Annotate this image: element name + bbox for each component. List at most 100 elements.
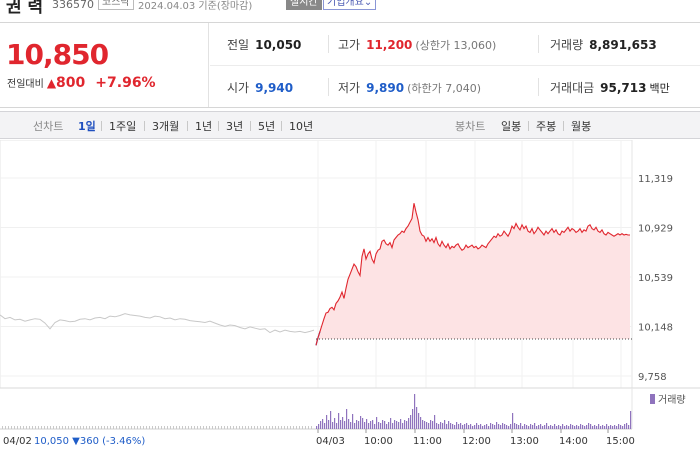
stat-label: 저가 <box>338 81 361 95</box>
tab-3m[interactable]: 3개월 <box>152 120 180 133</box>
volume-bar <box>518 425 520 429</box>
volume-bar <box>194 426 195 429</box>
volume-bar <box>470 424 472 429</box>
volume-bar <box>209 426 210 429</box>
stat-value: 95,713 <box>600 81 647 95</box>
volume-bar <box>488 426 490 429</box>
volume-bar <box>20 426 21 429</box>
volume-bar <box>344 421 346 429</box>
tab-1d[interactable]: 1일 <box>78 120 96 133</box>
company-overview-button[interactable]: 기업개요⌄ <box>323 0 377 10</box>
up-triangle-icon: ▲ <box>46 76 57 90</box>
volume-bar <box>110 426 111 429</box>
volume-bar <box>452 424 454 429</box>
volume-bar <box>426 422 428 429</box>
volume-bar <box>430 420 432 429</box>
volume-bar <box>476 423 478 429</box>
volume-bar <box>290 426 291 429</box>
volume-bar <box>29 426 30 429</box>
volume-bar <box>212 426 213 429</box>
volume-bar <box>50 426 51 429</box>
volume-bar <box>442 423 444 429</box>
volume-bar <box>107 426 108 429</box>
volume-bar <box>380 423 382 429</box>
volume-bar <box>5 426 6 429</box>
volume-bar <box>422 420 424 429</box>
volume-bar <box>242 426 243 429</box>
volume-bar <box>224 426 225 429</box>
volume-bar <box>578 426 580 429</box>
volume-bar <box>562 424 564 429</box>
volume-bar <box>152 426 153 429</box>
volume-bar <box>582 425 584 429</box>
volume-bar <box>89 426 90 429</box>
volume-bar <box>400 419 402 429</box>
date-info: 2024.04.03 기준(장마감) <box>138 1 253 12</box>
volume-bar <box>398 422 400 429</box>
stock-header: 권 력 336570 코스닥 2024.04.03 기준(장마감) 실시간 기업… <box>0 0 700 18</box>
volume-bar <box>368 423 370 429</box>
volume-bar <box>392 423 394 429</box>
change-amount: 800 <box>56 75 86 91</box>
divider <box>538 78 539 96</box>
tab-3y[interactable]: 3년 <box>226 120 244 133</box>
volume-bar <box>338 413 340 429</box>
volume-bar <box>480 424 482 429</box>
volume-bar <box>464 424 466 429</box>
tab-weekly-candle[interactable]: 주봉 <box>536 120 557 133</box>
divider <box>328 78 329 96</box>
volume-bar <box>197 426 198 429</box>
volume-bar <box>239 426 240 429</box>
volume-bar <box>486 424 488 429</box>
stat-label: 거래량 <box>550 38 584 52</box>
volume-bar <box>59 426 60 429</box>
volume-bar <box>482 426 484 429</box>
tab-5y[interactable]: 5년 <box>258 120 276 133</box>
volume-bar <box>588 423 590 429</box>
volume-bar <box>584 426 586 429</box>
volume-bar <box>498 424 500 429</box>
volume-bar <box>568 426 570 429</box>
volume-bar <box>414 394 416 429</box>
volume-bar <box>522 426 524 429</box>
stat-amount: 거래대금 95,713 백만 <box>550 79 670 96</box>
tab-monthly-candle[interactable]: 월봉 <box>571 120 592 133</box>
volume-bar <box>438 424 440 429</box>
volume-bar <box>131 426 132 429</box>
tab-10y[interactable]: 10년 <box>289 120 314 133</box>
volume-bar <box>418 413 420 429</box>
volume-bar <box>23 426 24 429</box>
volume-bar <box>594 425 596 429</box>
realtime-button[interactable]: 실시간 <box>286 0 322 10</box>
stat-label: 전일 <box>227 38 250 52</box>
volume-bar <box>47 426 48 429</box>
volume-bar <box>326 415 328 429</box>
volume-bar <box>378 422 380 429</box>
stock-code: 336570 <box>52 0 94 11</box>
volume-bar <box>266 426 267 429</box>
volume-bar <box>134 426 135 429</box>
volume-bar <box>128 426 129 429</box>
price-chart[interactable]: 11,319 10,929 10,539 10,148 9,758 거래량 04/03 1… <box>0 139 700 450</box>
candle-chart-label: 봉차트 <box>455 120 486 133</box>
volume-bar <box>458 424 460 429</box>
volume-bar <box>490 423 492 429</box>
volume-bar <box>11 426 12 429</box>
tab-1y[interactable]: 1년 <box>195 120 213 133</box>
volume-bar <box>293 426 294 429</box>
volume-bar <box>101 426 102 429</box>
volume-bar <box>176 426 177 429</box>
tab-daily-candle[interactable]: 일봉 <box>501 120 522 133</box>
volume-bar <box>354 423 356 429</box>
volume-bar <box>92 426 93 429</box>
volume-bar <box>260 426 261 429</box>
stat-label: 고가 <box>338 38 361 52</box>
x-tick-label: 13:00 <box>510 436 539 447</box>
volume-bar <box>432 421 434 429</box>
volume-bar <box>143 426 144 429</box>
volume-bar <box>284 426 285 429</box>
volume-bar <box>580 424 582 429</box>
tab-1w[interactable]: 1주일 <box>109 120 137 133</box>
divider <box>563 121 564 131</box>
stat-unit: 백만 <box>649 82 670 95</box>
